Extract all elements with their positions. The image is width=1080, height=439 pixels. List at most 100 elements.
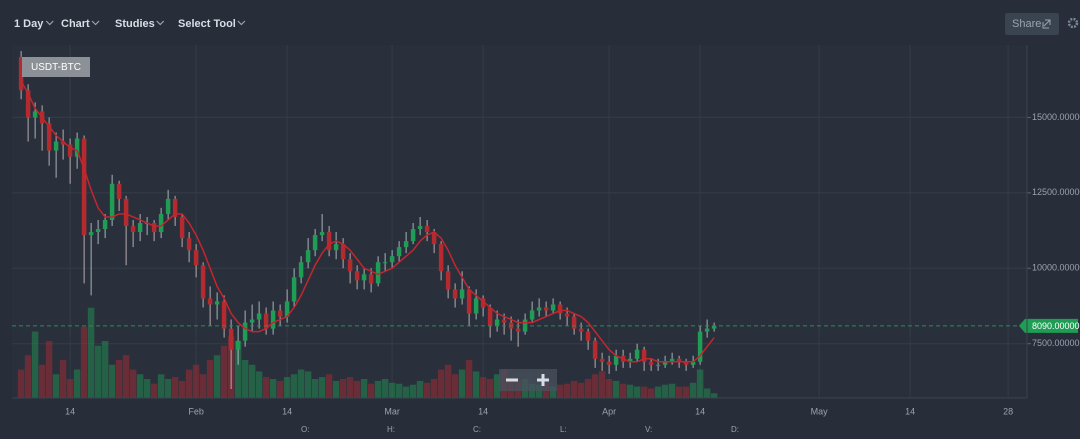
candle-body — [690, 361, 696, 365]
candle-body — [53, 141, 59, 151]
candle-body — [480, 298, 486, 308]
volume-bar — [122, 355, 130, 398]
volume-bar — [591, 374, 599, 398]
candle-body — [214, 301, 220, 305]
volume-bar — [661, 384, 669, 398]
volume-bar — [605, 379, 613, 398]
candle-body — [585, 331, 591, 341]
candle-body — [543, 307, 549, 311]
volume-bar — [598, 371, 606, 398]
volume-bar — [479, 377, 487, 398]
candle-body — [60, 141, 66, 145]
candle-body — [550, 304, 556, 311]
select-tool-menu[interactable]: Select Tool — [178, 18, 236, 30]
candle-body — [501, 319, 507, 323]
x-tick-label: May — [811, 406, 829, 416]
candle-body — [396, 247, 402, 257]
candle-body — [319, 232, 325, 236]
chart-menu[interactable]: Chart — [61, 18, 90, 30]
studies-menu[interactable]: Studies — [115, 18, 155, 30]
zoom-out-button[interactable] — [506, 378, 518, 382]
zoom-in-button[interactable] — [537, 374, 549, 386]
volume-bar — [710, 393, 718, 398]
candle-body — [165, 198, 171, 214]
settings-icon[interactable] — [1067, 17, 1079, 29]
volume-bar — [465, 360, 473, 398]
x-tick-label: 28 — [1003, 406, 1013, 416]
volume-bar — [640, 386, 648, 398]
volume-bar — [59, 360, 67, 398]
volume-bar — [150, 383, 158, 398]
candle-body — [662, 361, 668, 365]
volume-bar — [164, 379, 172, 398]
y-tick-label: 15000.00000 — [1032, 112, 1080, 122]
share-button[interactable] — [1005, 13, 1059, 35]
volume-bar — [612, 380, 620, 398]
grid: 7500.00000 10000.00000 12500.00000 15000.00… — [12, 45, 1080, 416]
candle-body — [417, 226, 423, 230]
interval-menu[interactable]: 1 Day — [14, 18, 44, 30]
volume-bar — [647, 388, 655, 398]
zoom-controls — [499, 369, 557, 391]
volume-bar — [423, 382, 431, 398]
volume-bar — [241, 360, 249, 398]
candle-body — [368, 274, 374, 284]
candle-body — [375, 262, 381, 284]
volume-bar — [304, 371, 312, 398]
candle-body — [613, 355, 619, 365]
candle-body — [172, 198, 178, 217]
volume-bar — [248, 364, 256, 398]
volume-bar — [136, 374, 144, 398]
volume-bar — [325, 374, 333, 398]
candle-body — [326, 232, 332, 251]
volume-bar — [269, 379, 277, 398]
volume-bar — [563, 383, 571, 398]
volume-bar — [346, 377, 354, 398]
status-field: C: — [473, 425, 481, 434]
candle-body — [459, 289, 465, 299]
volume-bar — [339, 379, 347, 398]
status-field: V: — [645, 425, 652, 434]
volume-bar — [360, 379, 368, 398]
candle-body — [494, 319, 500, 326]
volume-bar — [682, 386, 690, 398]
candle-body — [466, 289, 472, 314]
x-tick-label: Apr — [602, 406, 616, 416]
candle-body — [529, 310, 535, 320]
candle-body — [221, 301, 227, 329]
candle-body — [340, 244, 346, 260]
candle-body — [74, 138, 80, 157]
volume-bar — [332, 380, 340, 398]
volume-bar — [220, 345, 228, 398]
candle-body — [270, 310, 276, 329]
menu-chevron — [156, 20, 165, 26]
candle-body — [431, 232, 437, 245]
volume-bar — [668, 383, 676, 398]
volume-bar — [290, 374, 298, 398]
volume-bar — [94, 345, 102, 398]
x-tick-label: 14 — [695, 406, 705, 416]
volume-bar — [234, 341, 242, 398]
candle-body — [473, 298, 479, 314]
volume-bar — [255, 371, 263, 398]
volume-bar — [675, 386, 683, 398]
candle-body — [130, 226, 136, 233]
volume-bar — [38, 364, 46, 398]
volume-bar — [654, 386, 662, 398]
share-label[interactable]: Share — [1012, 18, 1041, 30]
volume-bar — [402, 386, 410, 398]
candle-body — [25, 90, 31, 118]
volume-layer — [17, 307, 718, 398]
volume-bar — [388, 382, 396, 398]
candle-body — [312, 235, 318, 251]
toolbar: 1 Day Chart Studies Select Tool Share — [14, 13, 1079, 35]
candle-body — [606, 361, 612, 365]
candle-body — [291, 277, 297, 302]
volume-bar — [192, 364, 200, 398]
volume-bar — [395, 383, 403, 398]
status-field: D: — [731, 425, 739, 434]
menu-chevron — [91, 20, 100, 26]
candle-body — [200, 265, 206, 299]
candle-body — [305, 250, 311, 263]
volume-bar — [416, 380, 424, 398]
